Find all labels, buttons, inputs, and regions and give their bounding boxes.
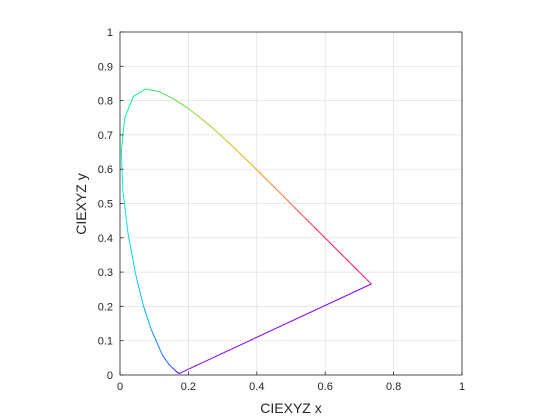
y-tick-label: 0.8 bbox=[98, 96, 113, 108]
locus-segment bbox=[259, 172, 273, 186]
y-axis-label: CIEXYZ y bbox=[73, 173, 89, 234]
x-tick-label: 0.6 bbox=[318, 381, 333, 393]
y-tick-label: 0.2 bbox=[98, 301, 113, 313]
locus-segment bbox=[144, 88, 160, 93]
locus-segment bbox=[347, 259, 354, 266]
y-axis-ticks: 0 0.1 0.2 0.3 0.4 0.5 0.6 0.7 0.8 0.9 1 bbox=[98, 27, 124, 382]
locus-segment bbox=[341, 253, 349, 261]
locus-segment bbox=[325, 238, 335, 248]
locus-segment bbox=[316, 228, 327, 240]
locus-segment bbox=[333, 246, 343, 255]
y-tick-label: 0.1 bbox=[98, 336, 113, 348]
spectral-locus-series bbox=[120, 88, 372, 374]
locus-segment bbox=[305, 218, 318, 230]
locus-segment bbox=[158, 91, 174, 100]
locus-segment bbox=[122, 189, 129, 234]
locus-segment bbox=[135, 273, 144, 307]
locus-segment bbox=[124, 95, 134, 119]
locus-segment bbox=[173, 368, 178, 373]
locus-segment bbox=[363, 276, 372, 285]
locus-segment bbox=[172, 98, 187, 108]
locus-segment bbox=[185, 106, 200, 117]
x-tick-label: 0.4 bbox=[249, 381, 264, 393]
locus-segment bbox=[355, 268, 365, 278]
locus-segment bbox=[132, 88, 146, 97]
locus-segment bbox=[352, 264, 357, 270]
locus-segment bbox=[198, 115, 212, 128]
locus-segment bbox=[127, 232, 137, 275]
y-tick-label: 0.9 bbox=[98, 61, 113, 73]
x-tick-label: 0 bbox=[117, 381, 123, 393]
x-tick-label: 0.2 bbox=[181, 381, 196, 393]
locus-segment bbox=[120, 149, 124, 191]
locus-segment bbox=[161, 354, 170, 366]
locus-segment bbox=[120, 117, 126, 151]
locus-segment bbox=[142, 305, 152, 330]
locus-segment bbox=[179, 283, 372, 374]
locus-segment bbox=[150, 328, 163, 356]
x-tick-label: 0.8 bbox=[386, 381, 401, 393]
y-tick-label: 0 bbox=[107, 370, 113, 382]
y-tick-label: 0.7 bbox=[98, 130, 113, 142]
y-tick-label: 0.4 bbox=[98, 233, 113, 245]
locus-segment bbox=[247, 160, 261, 174]
x-axis-ticks: 0 0.2 0.4 0.6 0.8 1 bbox=[117, 371, 465, 393]
y-tick-label: 1 bbox=[107, 27, 113, 39]
locus-segment bbox=[234, 148, 249, 162]
locus-segment bbox=[294, 207, 307, 220]
locus-segment bbox=[168, 364, 175, 370]
y-tick-label: 0.5 bbox=[98, 199, 113, 211]
x-axis-label: CIEXYZ x bbox=[260, 400, 321, 416]
locus-segment bbox=[222, 137, 236, 150]
x-tick-label: 1 bbox=[459, 381, 465, 393]
locus-segment bbox=[283, 196, 296, 209]
locus-segment bbox=[271, 184, 285, 198]
y-tick-label: 0.6 bbox=[98, 164, 113, 176]
locus-segment bbox=[210, 126, 224, 139]
y-tick-label: 0.3 bbox=[98, 267, 113, 279]
